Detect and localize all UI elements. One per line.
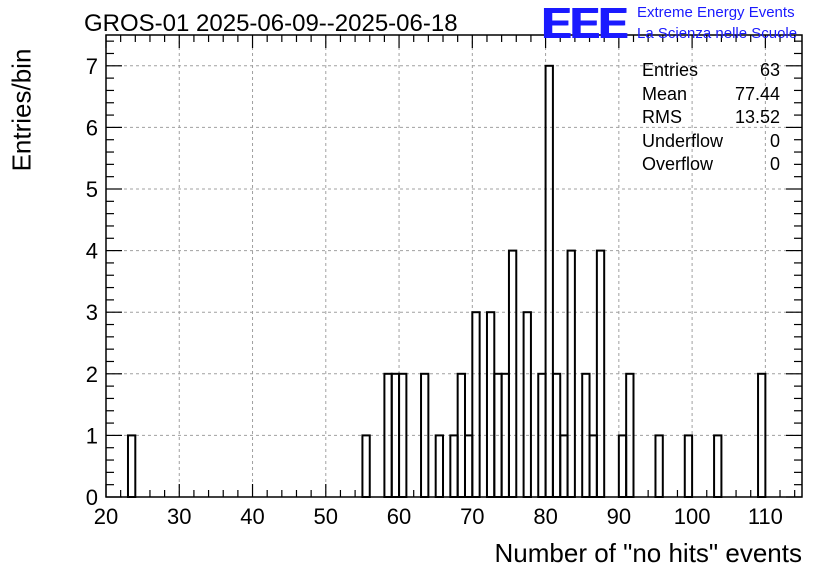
eee-logo: EEE [542, 0, 628, 48]
stat-value: 0 [769, 130, 780, 151]
histogram-bin [617, 434, 628, 498]
stat-label: Entries [642, 60, 699, 80]
histogram-bin [126, 434, 137, 498]
chart-title: GROS-01 2025-06-09--2025-06-18 [84, 10, 458, 37]
stat-label: Overflow [642, 154, 714, 174]
x-axis-label: Number of "no hits" events [494, 538, 803, 568]
histogram-bin [588, 434, 598, 498]
histogram-bin [471, 311, 481, 499]
logo-line-1: Extreme Energy Events [637, 4, 795, 21]
x-tick-label: 20 [94, 504, 118, 529]
x-tick-label: 110 [748, 504, 783, 529]
histogram-bin [434, 434, 445, 498]
stat-value: 0 [769, 154, 780, 174]
histogram-bin [713, 434, 723, 498]
histogram-bin [654, 434, 664, 498]
y-tick-label: 2 [86, 362, 98, 387]
x-axis: 20 30 40 50 60 70 80 90 100 110 [94, 35, 796, 529]
plot-border [105, 34, 803, 498]
x-tick-label: 100 [674, 504, 711, 529]
stat-row-rms: RMS 13.52 [642, 107, 780, 131]
x-tick-label: 40 [240, 504, 264, 529]
histogram-bin [559, 434, 569, 498]
stat-value: 13.52 [734, 107, 780, 127]
histogram-bin [522, 311, 532, 499]
logo-line-2: La Scienza nelle Scuole [637, 25, 798, 42]
histogram-bin [544, 64, 554, 499]
y-axis: 0 1 2 3 4 5 6 7 [86, 40, 802, 510]
stats-box: Entries 63 Mean 77.44 RMS 13.52 Underflo… [642, 60, 780, 178]
x-tick-label: 60 [387, 504, 411, 529]
histogram-bin [361, 434, 371, 498]
y-tick-label: 3 [86, 300, 98, 325]
stat-label: Mean [642, 83, 688, 104]
y-axis-label: Entries/bin [6, 48, 37, 172]
x-tick-label: 50 [314, 504, 338, 529]
x-tick-label: 80 [533, 504, 557, 529]
grid-lines [106, 35, 802, 497]
x-tick-label: 90 [607, 504, 631, 529]
histogram-bin [449, 434, 459, 498]
y-tick-label: 6 [86, 115, 98, 140]
stat-label: Underflow [642, 130, 724, 151]
stat-row-mean: Mean 77.44 [642, 84, 780, 108]
y-tick-label: 7 [86, 54, 98, 79]
stat-value: 77.44 [734, 83, 780, 104]
stat-row-entries: Entries 63 [642, 60, 780, 84]
x-tick-label: 30 [167, 504, 191, 529]
histogram-bin [485, 311, 496, 499]
y-tick-label: 0 [86, 485, 98, 510]
histogram-bin [463, 434, 474, 498]
stat-value: 63 [759, 60, 780, 80]
x-tick-label: 70 [460, 504, 484, 529]
y-tick-label: 4 [86, 239, 98, 264]
plot-frame [105, 34, 803, 498]
y-tick-label: 5 [86, 177, 98, 202]
stat-label: RMS [642, 107, 682, 127]
stat-row-underflow: Underflow 0 [642, 131, 780, 155]
stat-row-overflow: Overflow 0 [642, 154, 780, 178]
y-tick-label: 1 [86, 423, 98, 448]
histogram-bin [683, 434, 694, 498]
